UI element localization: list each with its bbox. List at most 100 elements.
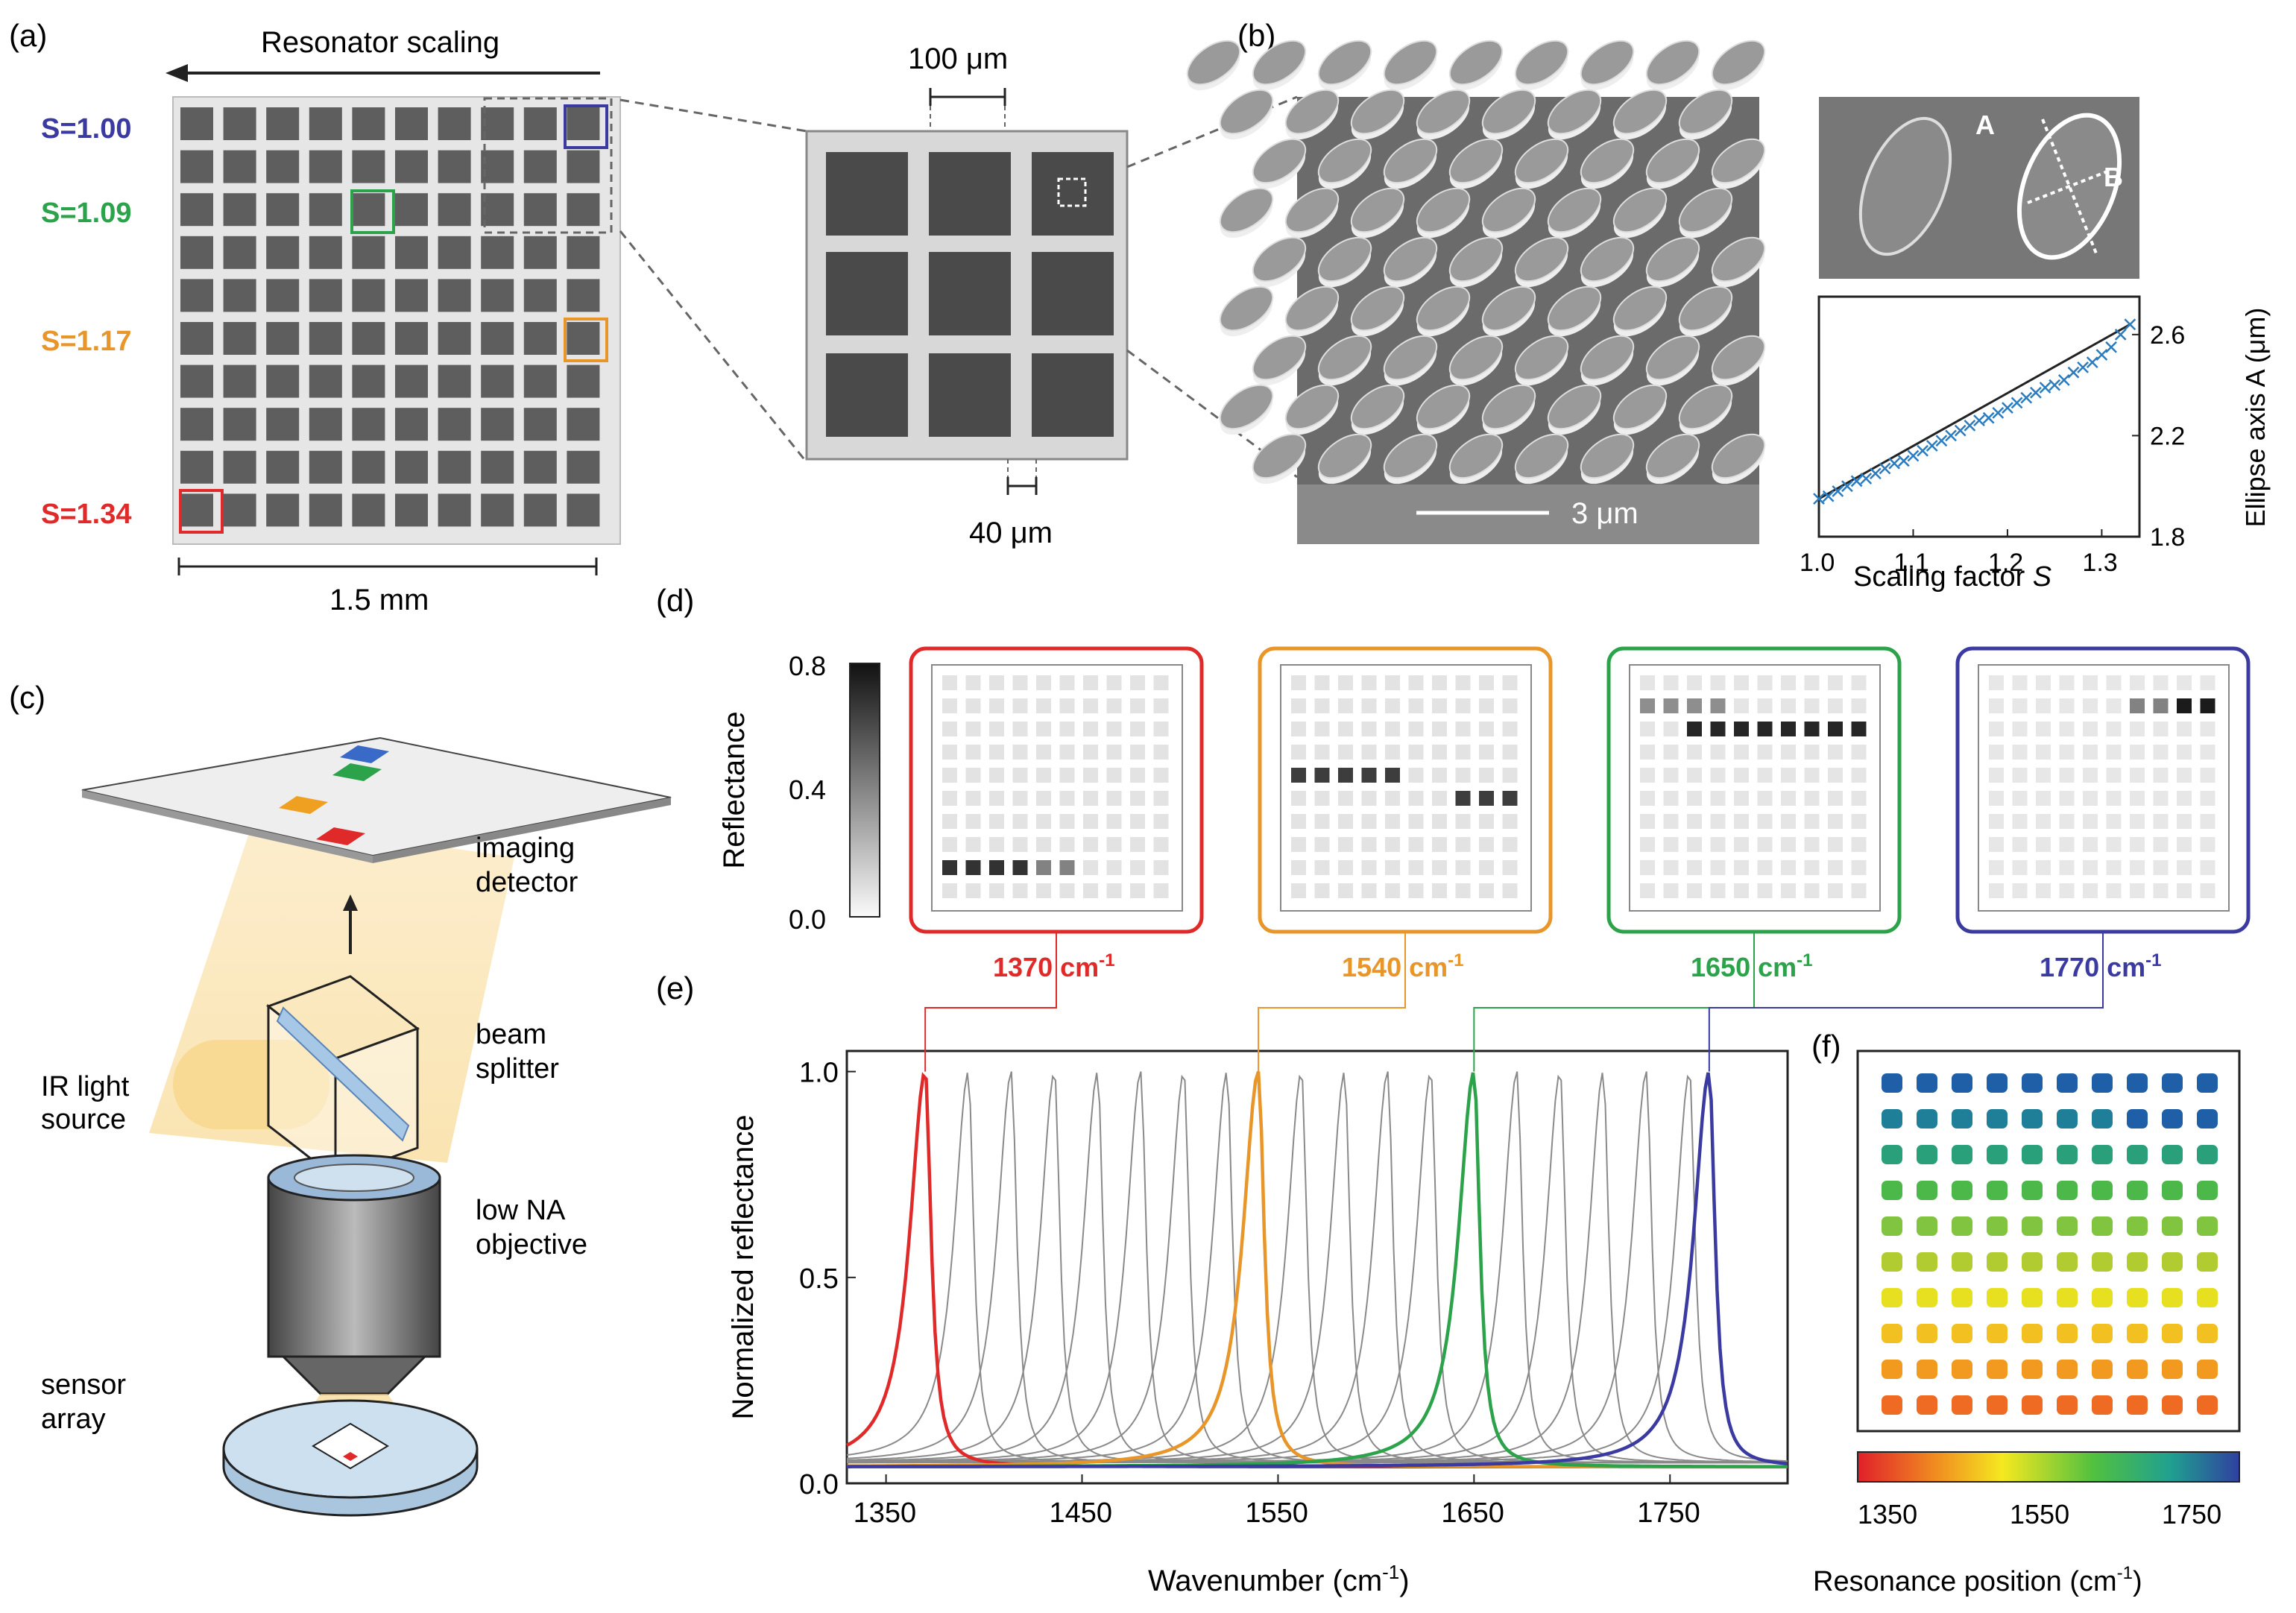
map-cell xyxy=(1502,791,1518,806)
map-cell xyxy=(1828,860,1843,875)
map-cell xyxy=(1036,860,1051,875)
sem-pillar-top xyxy=(1481,187,1536,233)
fmap-cell xyxy=(2022,1109,2043,1129)
map-cell xyxy=(2059,791,2075,806)
map-cell xyxy=(1361,837,1377,852)
objective-body xyxy=(267,1176,441,1358)
map-cell xyxy=(989,814,1004,829)
map-cell xyxy=(1479,791,1494,806)
map-cell xyxy=(1432,814,1447,829)
colorbar xyxy=(849,663,880,918)
inset-point xyxy=(2029,386,2042,399)
map-0-label: 1370 cm-1 xyxy=(993,950,1114,982)
array-cell xyxy=(266,236,300,269)
map-cell xyxy=(1757,837,1773,852)
map-cell xyxy=(989,883,1004,898)
sem-pillar-top xyxy=(1711,335,1766,381)
resonance-colorbar xyxy=(1857,1451,2240,1483)
array-cell xyxy=(395,450,428,484)
map-cell xyxy=(1989,860,2004,875)
fmap-cell xyxy=(1917,1145,1937,1164)
array-cell xyxy=(438,450,471,484)
sem-pillar-top xyxy=(1350,187,1405,233)
zoom-cell xyxy=(929,152,1011,236)
map-cell xyxy=(989,837,1004,852)
fmap-cell xyxy=(1882,1395,1902,1415)
map-cell xyxy=(1036,722,1051,736)
map-cell xyxy=(1432,745,1447,760)
map-cell xyxy=(1828,768,1843,783)
map-cell xyxy=(1781,883,1796,898)
map-cell xyxy=(1757,883,1773,898)
array-cell xyxy=(223,150,256,183)
map-cell xyxy=(1804,745,1820,760)
fmap-cell xyxy=(1917,1109,1937,1129)
map-cell xyxy=(2083,791,2098,806)
array-cell xyxy=(352,408,385,441)
fmap-cell xyxy=(1987,1145,2008,1164)
map-cell xyxy=(2083,768,2098,783)
map-cell xyxy=(1153,883,1169,898)
sem-pillar-top xyxy=(1514,335,1569,381)
map-cell xyxy=(2059,837,2075,852)
map-cell xyxy=(1710,837,1726,852)
map-cell xyxy=(1640,883,1655,898)
detector-cells xyxy=(279,745,389,845)
scale-label-117: S=1.17 xyxy=(41,326,132,357)
array-cell xyxy=(223,450,256,484)
inset-ylabel: Ellipse axis A (μm) xyxy=(2240,308,2271,528)
map-cell xyxy=(1757,791,1773,806)
map-cell xyxy=(1502,698,1518,713)
map-cell xyxy=(1012,860,1028,875)
map-cell xyxy=(1734,722,1749,736)
map-cell xyxy=(1734,675,1749,690)
map-cell xyxy=(1687,745,1702,760)
sem-pillar-top xyxy=(1219,384,1274,430)
panel-c-label: (c) xyxy=(9,680,45,715)
map-cell xyxy=(1687,814,1702,829)
inset-point xyxy=(2049,379,2061,391)
inset-point xyxy=(1964,419,1976,432)
map-cell xyxy=(1012,722,1028,736)
map-cell xyxy=(1314,837,1330,852)
fmap-cell xyxy=(2197,1181,2218,1200)
map-cell xyxy=(2012,745,2028,760)
map-cell xyxy=(2106,698,2122,713)
map-cell xyxy=(1640,722,1655,736)
array-cell xyxy=(395,279,428,312)
ir-label-1: IR light xyxy=(41,1071,130,1102)
array-cell xyxy=(567,236,600,269)
map-cell xyxy=(989,675,1004,690)
map-cell xyxy=(1432,860,1447,875)
map-cell xyxy=(2130,883,2145,898)
map-cell xyxy=(1361,675,1377,690)
map-cell xyxy=(942,745,957,760)
array-cell xyxy=(523,408,557,441)
map-cell xyxy=(1804,698,1820,713)
map-cell xyxy=(2130,860,2145,875)
map-cell xyxy=(1059,814,1075,829)
sem-pillar-top xyxy=(1317,433,1372,479)
map-cell xyxy=(1734,860,1749,875)
array-cell xyxy=(438,107,471,140)
map-cell xyxy=(1757,860,1773,875)
array-cell xyxy=(438,150,471,183)
inset-point xyxy=(2002,402,2013,414)
map-cell xyxy=(989,768,1004,783)
map-cell xyxy=(1663,698,1679,713)
fmap-cell xyxy=(1987,1216,2008,1236)
map-cell xyxy=(1757,722,1773,736)
sem-ellipse-array xyxy=(1186,40,1766,484)
detector-label: detector xyxy=(476,867,578,898)
map-cell xyxy=(2177,814,2192,829)
array-cell xyxy=(395,150,428,183)
map-cell xyxy=(1291,791,1306,806)
map-cell xyxy=(1012,768,1028,783)
sem-pillar-top xyxy=(1580,236,1635,282)
map-cell xyxy=(1408,675,1424,690)
array-cell xyxy=(352,150,385,183)
map-cell xyxy=(1385,791,1400,806)
map-cell xyxy=(942,698,957,713)
map-cell xyxy=(1663,860,1679,875)
map-cell xyxy=(965,837,981,852)
